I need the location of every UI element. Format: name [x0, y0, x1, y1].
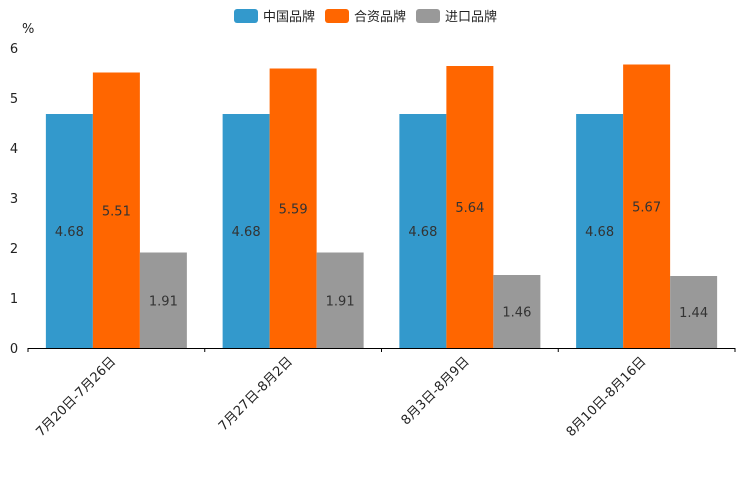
legend: 中国品牌 合资品牌 进口品牌: [234, 9, 497, 25]
bar: [269, 68, 317, 348]
bar-value-label: 4.68: [408, 225, 437, 240]
x-tick-label: 8月3日-8月9日: [399, 354, 473, 428]
x-tick-label: 7月27日-8月2日: [216, 354, 296, 434]
x-tick-label: 7月20日-7月26日: [33, 354, 119, 440]
bar-value-label: 1.91: [326, 294, 355, 309]
legend-swatch: [416, 9, 440, 23]
y-tick-label: 2: [10, 242, 18, 257]
bar: [139, 252, 187, 348]
x-axis: 7月20日-7月26日 7月27日-8月2日 8月3日-8月9日 8月10日-8月16…: [27, 348, 736, 440]
bar-value-label: 5.51: [102, 204, 131, 219]
bar-value-label: 5.67: [632, 200, 661, 215]
y-tick-label: 0: [10, 342, 18, 357]
y-axis-label: %: [22, 22, 34, 37]
legend-label: 进口品牌: [445, 9, 497, 25]
y-tick-label: 1: [10, 292, 18, 307]
bar-value-label: 5.59: [279, 202, 308, 217]
bar: [399, 114, 447, 348]
legend-swatch: [325, 9, 349, 23]
bar: [222, 114, 270, 348]
bar: [92, 72, 140, 348]
bar: [493, 275, 541, 348]
bar-value-label: 1.44: [679, 306, 708, 321]
bar: [45, 114, 93, 348]
bar-value-label: 4.68: [232, 225, 261, 240]
legend-label: 中国品牌: [263, 9, 315, 25]
bar: [316, 252, 364, 348]
y-tick-label: 5: [10, 92, 18, 107]
bar: [576, 114, 624, 348]
bar-value-label: 5.64: [455, 201, 484, 216]
bar: [446, 66, 494, 348]
bar-value-label: 1.46: [502, 306, 531, 321]
bars: 4.68 5.51 1.91 4.68 5.59 1.91 4.68 5.64 1.46 4.68…: [45, 64, 718, 348]
bar-value-label: 4.68: [55, 225, 84, 240]
bar-value-label: 4.68: [585, 225, 614, 240]
legend-label: 合资品牌: [354, 9, 406, 25]
y-tick-label: 3: [10, 192, 18, 207]
y-tick-label: 4: [10, 142, 18, 157]
legend-swatch: [234, 9, 258, 23]
bar: [670, 276, 718, 348]
y-tick-label: 6: [10, 42, 18, 57]
x-tick-label: 8月10日-8月16日: [564, 354, 650, 440]
bar-value-label: 1.91: [149, 294, 178, 309]
bar: [623, 64, 671, 348]
y-axis: 0 1 2 3 4 5 6: [10, 42, 18, 357]
